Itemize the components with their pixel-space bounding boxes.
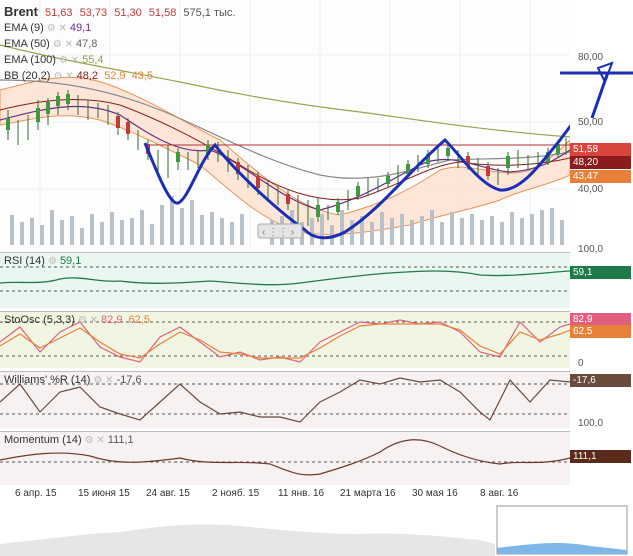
ema100-label: EMA (100) [4,54,56,66]
momentum-tag: 111,1 [570,450,631,463]
bb-value: 48,2 [76,70,99,82]
ema100-line [0,44,570,138]
date-label: 8 авг. 16 [480,488,519,499]
stoch-k-line [0,319,570,363]
navigator[interactable] [0,504,633,556]
stoch-tick: 0 [578,358,584,369]
open-value: 51,63 [45,7,73,19]
williams-pane [0,371,570,428]
ema50-line [0,79,570,179]
price-tag-close: 51,58 [570,143,631,156]
bb-value2: 52,9 [104,70,126,82]
bollinger-band [0,76,570,235]
momentum-value: 111,1 [107,434,134,446]
williams-svg [0,377,570,423]
williams-label: Williams' %R (14) [4,374,91,386]
high-value: 53,73 [79,7,108,19]
volume-tick: 100,0 [578,244,604,255]
settings-icon[interactable]: ⚙ ✕ [58,55,80,66]
stoch-tag2: 62,5 [570,325,631,338]
date-label: 6 апр. 15 [15,488,57,499]
rsi-svg [0,266,570,292]
price-tick-50: 50,00 [578,117,604,128]
rsi-label: RSI (14) [4,255,45,267]
rsi-tag: 59,1 [570,266,631,279]
date-label: 2 нояб. 15 [212,488,260,499]
price-tick-80: 80,00 [578,52,604,63]
price-chart-svg: ‹ ⋮⋮ › [0,0,570,248]
price-tick-40: 40,00 [578,184,604,195]
close-value: 51,58 [148,7,177,19]
settings-icon[interactable]: ⚙ ✕ [46,23,67,34]
bb-label: BB (20,2) [4,70,51,82]
williams-tag: -17,6 [570,374,631,387]
settings-icon[interactable]: ⚙ ✕ [53,71,74,82]
indicator-bb[interactable]: BB (20,2) ⚙ ✕ 48,2 52,9 43,5 [4,70,153,82]
ema9-value: 49,1 [69,22,92,34]
ema50-label: EMA (50) [4,38,50,50]
svg-text:‹ ⋮⋮ ›: ‹ ⋮⋮ › [262,227,294,238]
rsi-pane [0,252,570,308]
williams-header[interactable]: Williams' %R (14) ⚙ ✕ -17,6 [4,374,142,386]
date-label: 24 авг. 15 [146,488,190,499]
price-tag-bbmid: 48,20 [570,156,631,169]
stoch-d-line [0,323,570,359]
momentum-line [0,439,570,476]
symbol-header: Brent 51,63 53,73 51,30 51,58 575,1 тыс. [4,4,235,19]
volume-value: 575,1 тыс. [183,7,236,19]
stoch-value2: 62,5 [128,314,150,326]
stoch-svg [0,319,570,363]
rsi-line [0,270,570,286]
date-label: 11 янв. 16 [278,488,325,499]
indicator-ema50[interactable]: EMA (50) ⚙ ✕ 47,8 [4,38,97,50]
indicator-ema9[interactable]: EMA (9) ⚙ ✕ 49,1 [4,22,91,34]
price-tag-bblow: 43,47 [570,170,631,183]
pattern-drawing [143,124,570,240]
price-pane: ‹ ⋮⋮ › [0,0,570,248]
stoch-label: StoOsc (5,3,3) [4,314,75,326]
rsi-header[interactable]: RSI (14) ⚙ 59,1 [4,255,81,267]
bb-value3: 43,5 [131,70,153,82]
settings-icon[interactable]: ⚙ ✕ [77,315,99,326]
date-label: 21 марта 16 [340,488,396,499]
momentum-svg [0,439,570,476]
indicator-ema100[interactable]: EMA (100) ⚙ ✕ 55,4 [4,54,104,66]
rsi-value: 59,1 [59,255,82,267]
momentum-pane [0,431,570,485]
ema9-label: EMA (9) [4,22,44,34]
date-label: 30 мая 16 [412,488,458,499]
ema50-value: 47,8 [75,38,98,50]
ema100-value: 55,4 [82,54,104,66]
stoch-pane [0,311,570,368]
target-arrow-svg [570,61,633,119]
williams-line [0,377,570,423]
stoch-value1: 82,9 [101,314,123,326]
symbol-name: Brent [4,4,38,19]
momentum-header[interactable]: Momentum (14) ⚙ ✕ 111,1 [4,434,134,446]
low-value: 51,30 [114,7,142,19]
stoch-header[interactable]: StoOsc (5,3,3) ⚙ ✕ 82,9 62,5 [4,314,150,326]
date-label: 15 июня 15 [78,488,130,499]
settings-icon[interactable]: ⚙ [47,256,57,267]
settings-icon[interactable]: ⚙ ✕ [52,39,73,50]
settings-icon[interactable]: ⚙ ✕ [84,435,105,446]
stoch-tag1: 82,9 [570,313,631,326]
settings-icon[interactable]: ⚙ ✕ [93,375,114,386]
williams-tick: 100,0 [578,418,604,429]
momentum-label: Momentum (14) [4,434,82,446]
williams-value: -17,6 [116,374,142,386]
scroll-handle [257,223,303,239]
